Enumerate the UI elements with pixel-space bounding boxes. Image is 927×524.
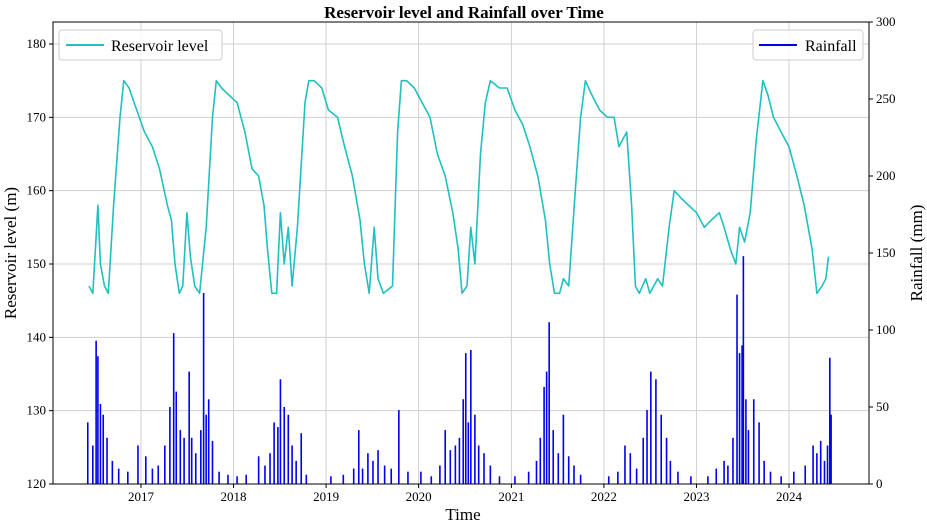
left-y-tick-label: 140 <box>27 329 47 344</box>
legend-reservoir: Reservoir level <box>58 29 223 61</box>
x-axis-ticks: 2017 2018 2019 2020 2021 2022 2023 2024 <box>128 484 803 504</box>
right-y-tick-label: 250 <box>876 91 896 106</box>
legend-reservoir-label: Reservoir level <box>111 38 209 55</box>
legend-rainfall: Rainfall <box>752 29 864 61</box>
left-y-axis-title: Reservoir level (m) <box>1 187 20 319</box>
legend-rainfall-box <box>752 29 864 61</box>
left-y-axis-ticks: 120 130 140 150 160 170 180 <box>27 36 53 491</box>
x-tick-label: 2019 <box>313 489 339 504</box>
right-y-axis-ticks: 0 50 100 150 200 250 300 <box>869 14 896 491</box>
left-y-tick-label: 160 <box>27 183 47 198</box>
reservoir-line-path <box>88 79 830 295</box>
left-y-tick-label: 170 <box>27 109 47 124</box>
right-y-tick-label: 50 <box>876 399 889 414</box>
right-y-tick-label: 0 <box>876 476 883 491</box>
left-y-tick-label: 130 <box>27 403 47 418</box>
rainfall-bars <box>86 256 832 484</box>
chart-title: Reservoir level and Rainfall over Time <box>324 3 604 22</box>
x-tick-label: 2022 <box>591 489 617 504</box>
x-tick-label: 2023 <box>683 489 709 504</box>
x-tick-label: 2024 <box>776 489 803 504</box>
right-y-axis-title: Rainfall (mm) <box>907 205 926 302</box>
left-y-tick-label: 120 <box>27 476 47 491</box>
x-tick-label: 2021 <box>498 489 524 504</box>
left-y-tick-label: 180 <box>27 36 47 51</box>
x-axis-title: Time <box>445 505 480 524</box>
reservoir-line <box>88 79 830 295</box>
right-y-tick-label: 200 <box>876 168 896 183</box>
x-tick-label: 2017 <box>128 489 155 504</box>
left-y-tick-label: 150 <box>27 256 47 271</box>
legend-reservoir-box <box>58 29 223 61</box>
right-y-tick-label: 150 <box>876 245 896 260</box>
right-y-tick-label: 100 <box>876 322 896 337</box>
x-tick-label: 2018 <box>221 489 247 504</box>
legend-rainfall-label: Rainfall <box>805 38 857 55</box>
x-tick-label: 2020 <box>406 489 432 504</box>
right-y-tick-label: 300 <box>876 14 896 29</box>
